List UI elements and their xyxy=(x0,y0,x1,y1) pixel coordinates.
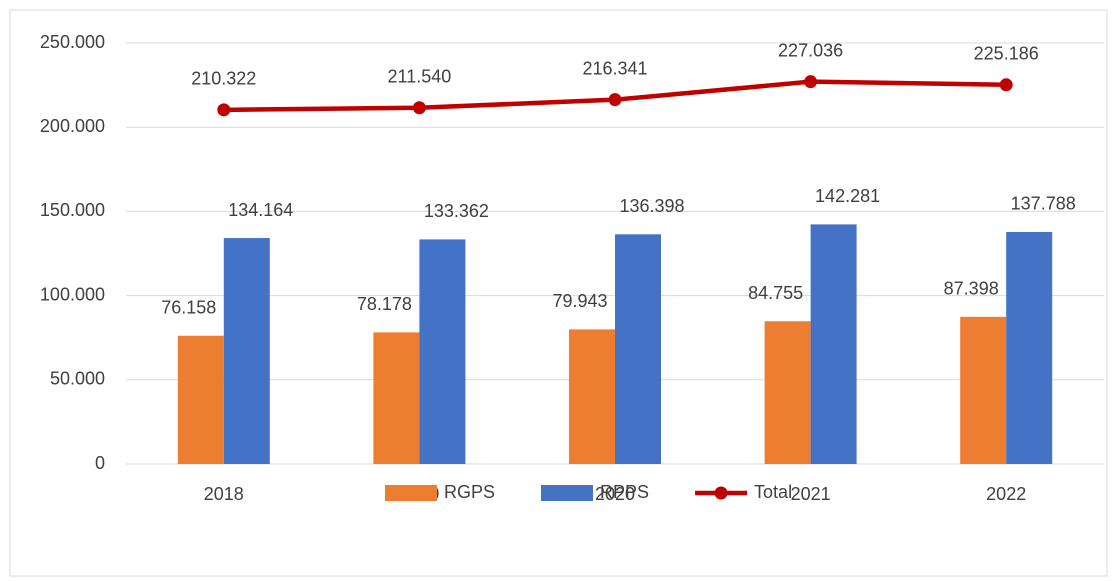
y-tick-label: 200.000 xyxy=(40,116,105,136)
bar xyxy=(615,234,661,464)
data-label: 225.186 xyxy=(974,44,1039,64)
bar xyxy=(419,239,466,464)
x-tick-label: 2022 xyxy=(986,484,1026,504)
bar xyxy=(373,332,420,464)
bar xyxy=(960,316,1007,464)
data-label: 133.362 xyxy=(424,201,489,221)
bar xyxy=(764,321,811,464)
legend-marker xyxy=(714,486,728,500)
y-tick-label: 250.000 xyxy=(40,32,105,52)
y-tick-label: 50.000 xyxy=(50,369,105,389)
data-label: 136.398 xyxy=(619,196,684,216)
bar xyxy=(177,335,224,464)
x-tick-label: 2018 xyxy=(204,484,244,504)
line-marker xyxy=(412,101,426,115)
legend-label: RGPS xyxy=(444,482,495,502)
y-tick-label: 0 xyxy=(95,453,105,473)
legend-label: RPPS xyxy=(600,482,649,502)
bar xyxy=(223,238,270,464)
y-tick-label: 100.000 xyxy=(40,284,105,304)
legend-swatch xyxy=(541,485,594,501)
data-label: 216.341 xyxy=(582,58,647,78)
data-label: 210.322 xyxy=(191,69,256,89)
x-tick-label: 2021 xyxy=(791,484,831,504)
data-label: 87.398 xyxy=(944,279,999,299)
data-label: 79.943 xyxy=(552,291,607,311)
bar xyxy=(1006,231,1053,464)
y-tick-label: 150.000 xyxy=(40,200,105,220)
data-label: 134.164 xyxy=(228,200,293,220)
line-marker xyxy=(804,75,818,89)
line-marker xyxy=(217,103,231,117)
data-label: 227.036 xyxy=(778,40,843,60)
legend-label: Total xyxy=(754,482,792,502)
data-label: 78.178 xyxy=(357,294,412,314)
line-marker xyxy=(608,93,622,107)
x-tick-label: 2020 xyxy=(595,484,635,504)
data-label: 142.281 xyxy=(815,186,880,206)
bar xyxy=(569,329,615,464)
line-marker xyxy=(999,78,1013,92)
legend-swatch xyxy=(385,485,437,501)
chart-border xyxy=(9,9,1108,577)
data-label: 137.788 xyxy=(1011,194,1076,214)
data-label: 76.158 xyxy=(161,297,216,317)
data-label: 84.755 xyxy=(748,283,803,303)
bar xyxy=(810,224,857,464)
data-label: 211.540 xyxy=(388,67,452,87)
